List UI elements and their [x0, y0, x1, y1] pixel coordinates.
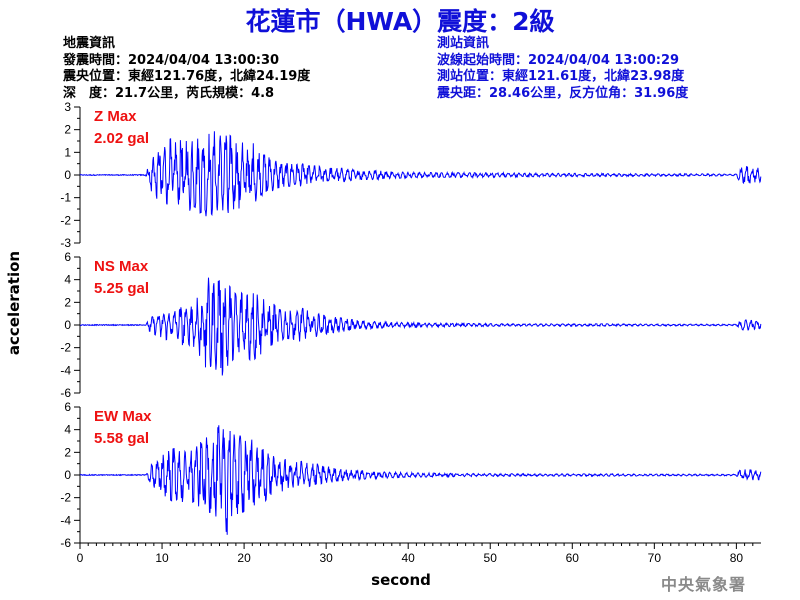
event-info-block: 地震資訊 發震時間：2024/04/04 13:00:30 震央位置：東經121… [63, 36, 310, 102]
panel-z-y-tick-label: 3 [64, 100, 71, 114]
wave-start-time: 波線起始時間：2024/04/04 13:00:29 [437, 52, 680, 68]
panel-ew-max-value: 5.58 gal [94, 430, 149, 447]
x-tick-label: 70 [648, 551, 662, 565]
origin-time: 發震時間：2024/04/04 13:00:30 [63, 52, 280, 68]
panel-z-y-tick-label: 0 [64, 168, 71, 182]
epicenter: 震央位置：東經121.76度，北緯24.19度 [63, 69, 311, 84]
panel-z-max-value: 2.02 gal [94, 130, 149, 147]
panel-ew-y-tick-label: 6 [64, 400, 71, 414]
panel-ns-y-tick-label: 4 [64, 273, 71, 287]
panel-ns-max-value: 5.25 gal [94, 280, 149, 297]
y-axis-label: acceleration [5, 250, 23, 356]
panel-z-y-tick-label: 2 [64, 123, 71, 137]
agency-credit: 中央氣象署 [660, 575, 746, 594]
panel-ns-y-tick-label: 6 [64, 250, 71, 264]
panel-z-max-label: Z Max [94, 108, 137, 125]
panel-ew-y-tick-label: 4 [64, 423, 71, 437]
epicentral-distance: 震央距：28.46公里，反方位角：31.96度 [437, 85, 689, 101]
panel-z-y-tick-label: -1 [60, 191, 71, 205]
station-info-heading: 測站資訊 [437, 36, 490, 51]
x-tick-label: 0 [77, 551, 84, 565]
panel-ew-trace [79, 425, 762, 535]
panel-z-y-tick-label: -2 [60, 213, 71, 227]
x-tick-label: 80 [730, 551, 744, 565]
panel-ns-y-tick-label: -6 [60, 386, 71, 400]
panel-z-trace [79, 131, 762, 217]
panel-z-y-tick-label: 1 [64, 145, 71, 159]
x-tick-label: 40 [402, 551, 416, 565]
x-tick-label: 10 [155, 551, 169, 565]
panel-ew-y-tick-label: -6 [60, 536, 71, 550]
x-tick-label: 30 [319, 551, 333, 565]
panel-ns-y-tick-label: 0 [64, 318, 71, 332]
page-title: 花蓮市（HWA）震度：2級 [245, 7, 555, 36]
panel-ew-y-tick-label: 2 [64, 445, 71, 459]
station-location: 測站位置：東經121.61度，北緯23.98度 [437, 69, 685, 84]
panel-ns-y-tick-label: 2 [64, 295, 71, 309]
panel-ns-y-tick-label: -4 [60, 363, 71, 377]
panel-ns-trace [79, 277, 762, 376]
x-tick-label: 50 [484, 551, 498, 565]
panel-ew-y-tick-label: 0 [64, 468, 71, 482]
panel-z-y-tick-label: -3 [60, 236, 71, 250]
x-tick-label: 20 [237, 551, 251, 565]
panel-ew-max-label: EW Max [94, 408, 152, 425]
x-tick-label: 60 [566, 551, 580, 565]
panel-ew-y-tick-label: -4 [60, 513, 71, 527]
panel-ns-y-tick-label: -2 [60, 341, 71, 355]
depth-magnitude: 深 度：21.7公里，芮氏規模：4.8 [63, 85, 275, 101]
x-axis-label: second [371, 571, 431, 589]
panel-ew-y-tick-label: -2 [60, 491, 71, 505]
event-info-heading: 地震資訊 [63, 36, 116, 51]
station-info-block: 測站資訊 波線起始時間：2024/04/04 13:00:29 測站位置：東經1… [437, 36, 688, 102]
panel-ns-max-label: NS Max [94, 258, 149, 275]
